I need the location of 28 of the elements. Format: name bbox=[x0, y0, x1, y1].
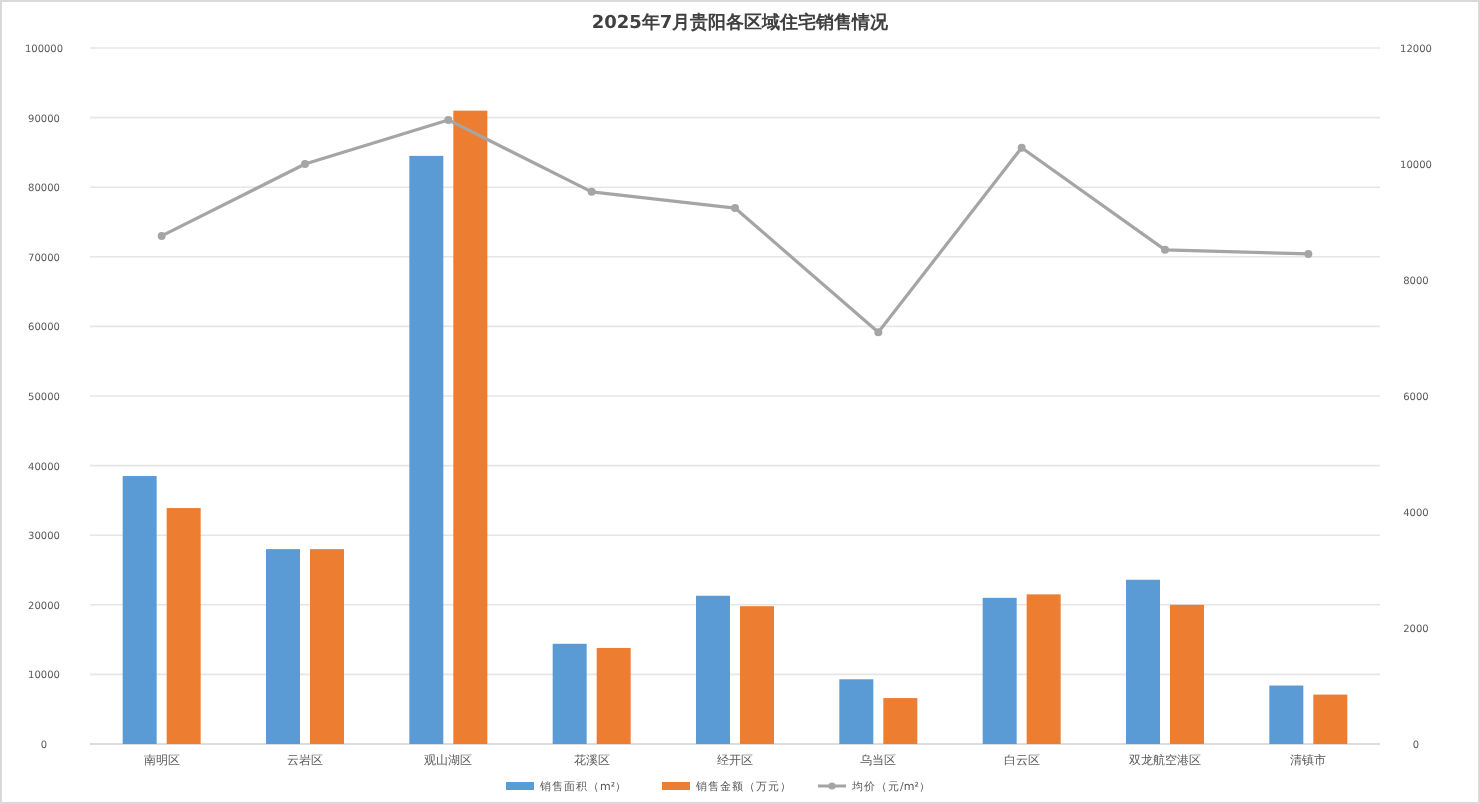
bar bbox=[883, 698, 918, 744]
bar bbox=[1126, 579, 1160, 744]
point bbox=[874, 328, 883, 337]
point bbox=[301, 160, 309, 168]
bar bbox=[266, 549, 300, 744]
bar bbox=[409, 155, 444, 744]
point bbox=[157, 231, 166, 240]
bar bbox=[166, 508, 201, 744]
bar bbox=[552, 643, 587, 744]
point bbox=[587, 187, 596, 196]
bar bbox=[1026, 594, 1061, 744]
bar bbox=[1313, 694, 1348, 744]
bar bbox=[122, 476, 157, 744]
bar bbox=[740, 606, 774, 744]
point bbox=[731, 204, 739, 213]
bar bbox=[310, 549, 344, 744]
point bbox=[1017, 143, 1026, 152]
bar bbox=[696, 595, 730, 744]
point bbox=[1304, 249, 1313, 258]
bar bbox=[453, 110, 488, 744]
bar bbox=[1170, 604, 1204, 744]
bar bbox=[596, 647, 631, 744]
bar bbox=[1269, 685, 1304, 744]
point bbox=[1161, 245, 1169, 254]
bar bbox=[982, 597, 1017, 744]
chart-title: 2025年7月贵阳各区域住宅销售情况 bbox=[591, 12, 891, 34]
point bbox=[444, 115, 453, 124]
bar bbox=[839, 679, 874, 744]
